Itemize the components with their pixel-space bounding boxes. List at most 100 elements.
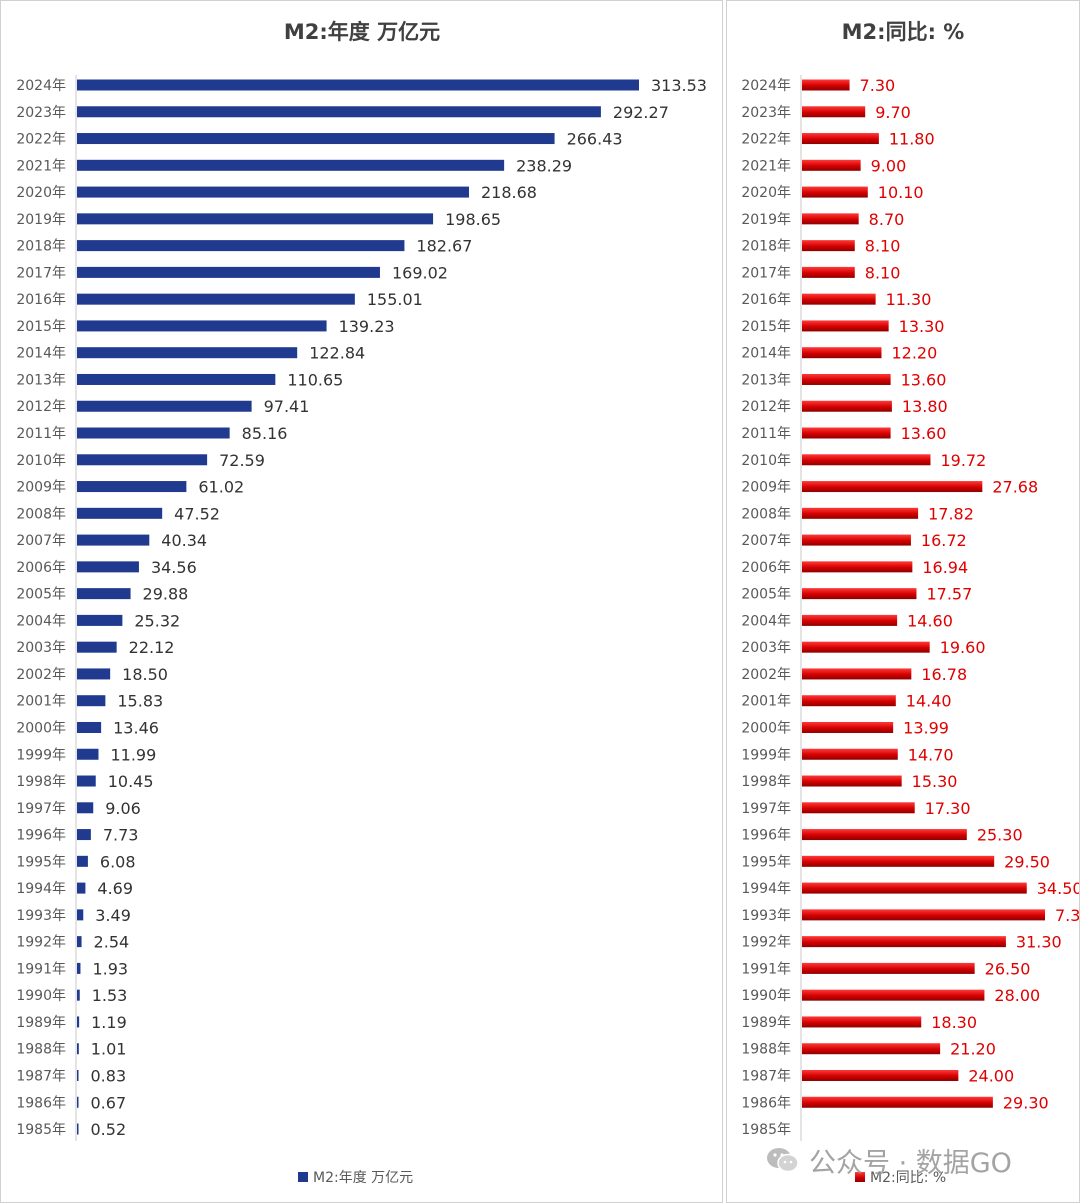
m2-level-bar bbox=[77, 133, 555, 145]
m2-level-tick-label: 1999年 bbox=[16, 747, 66, 763]
m2-level-tick-label: 1986年 bbox=[16, 1095, 66, 1111]
m2-level-data-label: 3.49 bbox=[95, 906, 131, 925]
m2-level-bar bbox=[77, 79, 639, 91]
m2-yoy-data-label: 9.00 bbox=[871, 156, 907, 175]
m2-level-data-label: 29.88 bbox=[143, 585, 189, 604]
m2-level-tick-label: 2008年 bbox=[16, 506, 66, 522]
m2-yoy-data-label: 27.68 bbox=[992, 478, 1038, 497]
m2-yoy-tick-label: 2013年 bbox=[741, 372, 791, 388]
m2-yoy-data-label: 14.60 bbox=[907, 611, 953, 630]
m2-yoy-bar-chart: M2:同比: % 2024年 7.30 2023年 9.70 2022年 11.80 2021… bbox=[741, 20, 1079, 1186]
m2-yoy-bar bbox=[802, 668, 912, 680]
m2-level-bar bbox=[77, 909, 84, 921]
m2-yoy-bar bbox=[802, 829, 967, 841]
m2-yoy-bar bbox=[802, 1016, 922, 1028]
m2-yoy-data-label: 28.00 bbox=[994, 986, 1040, 1005]
m2-level-bar bbox=[77, 775, 96, 787]
m2-level-tick-label: 2018年 bbox=[16, 239, 66, 255]
m2-level-tick-label: 1992年 bbox=[16, 935, 66, 951]
m2-yoy-tick-label: 1985年 bbox=[741, 1122, 791, 1138]
m2-yoy-bar bbox=[802, 588, 917, 600]
m2-yoy-data-label: 17.30 bbox=[925, 799, 971, 818]
m2-yoy-data-label: 15.30 bbox=[912, 772, 958, 791]
m2-level-bar bbox=[77, 748, 99, 760]
m2-yoy-tick-label: 1987年 bbox=[741, 1068, 791, 1084]
m2-yoy-data-label: 8.70 bbox=[869, 210, 905, 229]
m2-yoy-bar bbox=[802, 909, 1045, 921]
m2-level-tick-label: 1995年 bbox=[16, 854, 66, 870]
m2-yoy-tick-label: 2022年 bbox=[741, 132, 791, 148]
m2-yoy-tick-label: 2009年 bbox=[741, 480, 791, 496]
m2-yoy-bar bbox=[802, 695, 896, 707]
m2-level-bar bbox=[77, 588, 131, 600]
m2-level-bar bbox=[77, 1123, 79, 1135]
m2-yoy-data-label: 14.40 bbox=[906, 692, 952, 711]
m2-yoy-legend-label: M2:同比: % bbox=[870, 1170, 946, 1186]
m2-yoy-tick-label: 2002年 bbox=[741, 667, 791, 683]
m2-level-data-label: 139.23 bbox=[339, 317, 395, 336]
m2-yoy-data-label: 17.57 bbox=[926, 585, 972, 604]
m2-yoy-tick-label: 2004年 bbox=[741, 613, 791, 629]
m2-yoy-data-label: 12.20 bbox=[891, 344, 937, 363]
m2-level-data-label: 10.45 bbox=[108, 772, 154, 791]
m2-yoy-data-label: 29.50 bbox=[1004, 852, 1050, 871]
m2-yoy-tick-label: 2001年 bbox=[741, 694, 791, 710]
m2-level-tick-label: 2012年 bbox=[16, 399, 66, 415]
m2-level-tick-label: 1987年 bbox=[16, 1068, 66, 1084]
watermark: 公众号 · 数据GO bbox=[765, 1140, 1065, 1180]
m2-level-bar bbox=[77, 802, 94, 814]
m2-level-tick-label: 2010年 bbox=[16, 453, 66, 469]
m2-yoy-tick-label: 1990年 bbox=[741, 988, 791, 1004]
m2-level-bar bbox=[77, 320, 327, 332]
m2-yoy-data-label: 21.20 bbox=[950, 1040, 996, 1059]
m2-yoy-tick-label: 2023年 bbox=[741, 105, 791, 121]
m2-level-bar bbox=[77, 614, 123, 626]
m2-level-data-label: 11.99 bbox=[110, 745, 156, 764]
m2-level-tick-label: 2021年 bbox=[16, 158, 66, 174]
m2-yoy-bar bbox=[802, 721, 894, 733]
m2-yoy-tick-label: 2020年 bbox=[741, 185, 791, 201]
m2-yoy-tick-label: 2021年 bbox=[741, 158, 791, 174]
m2-yoy-tick-label: 2017年 bbox=[741, 265, 791, 281]
m2-level-tick-label: 1985年 bbox=[16, 1122, 66, 1138]
m2-level-bar bbox=[77, 1069, 79, 1081]
m2-yoy-bar bbox=[802, 855, 995, 867]
m2-yoy-legend-swatch bbox=[855, 1172, 865, 1182]
m2-level-tick-label: 2014年 bbox=[16, 346, 66, 362]
m2-level-tick-label: 2024年 bbox=[16, 78, 66, 94]
m2-level-tick-label: 2019年 bbox=[16, 212, 66, 228]
m2-level-data-label: 85.16 bbox=[242, 424, 288, 443]
m2-yoy-bar bbox=[802, 802, 915, 814]
m2-yoy-tick-label: 2019年 bbox=[741, 212, 791, 228]
m2-yoy-bar bbox=[802, 481, 983, 493]
m2-level-bar bbox=[77, 668, 111, 680]
m2-yoy-bar bbox=[802, 159, 861, 171]
m2-level-bar bbox=[77, 882, 86, 894]
m2-level-data-label: 198.65 bbox=[445, 210, 501, 229]
m2-level-legend-label: M2:年度 万亿元 bbox=[313, 1170, 413, 1186]
m2-level-tick-label: 1989年 bbox=[16, 1015, 66, 1031]
m2-level-bar bbox=[77, 855, 88, 867]
m2-yoy-bar bbox=[802, 79, 850, 91]
m2-yoy-bar bbox=[802, 561, 913, 573]
m2-yoy-data-label: 16.94 bbox=[922, 558, 968, 577]
m2-yoy-bar bbox=[802, 882, 1027, 894]
watermark-text: 公众号 · 数据GO bbox=[809, 1147, 1012, 1179]
m2-yoy-tick-label: 2011年 bbox=[741, 426, 791, 442]
m2-level-data-label: 9.06 bbox=[105, 799, 141, 818]
m2-yoy-bar bbox=[802, 507, 919, 519]
m2-level-data-label: 40.34 bbox=[161, 531, 207, 550]
m2-yoy-tick-label: 1989年 bbox=[741, 1015, 791, 1031]
m2-yoy-bar bbox=[802, 400, 892, 412]
m2-level-data-label: 218.68 bbox=[481, 183, 537, 202]
m2-level-tick-label: 1994年 bbox=[16, 881, 66, 897]
m2-level-bar bbox=[77, 561, 139, 573]
m2-yoy-data-label: 18.30 bbox=[931, 1013, 977, 1032]
m2-yoy-data-label: 16.72 bbox=[921, 531, 967, 550]
m2-level-tick-label: 1998年 bbox=[16, 774, 66, 790]
m2-level-bar bbox=[77, 1043, 79, 1055]
m2-yoy-data-label: 13.99 bbox=[903, 718, 949, 737]
m2-level-bar bbox=[77, 106, 601, 118]
m2-level-data-label: 2.54 bbox=[94, 933, 130, 952]
m2-yoy-data-label: 8.10 bbox=[865, 237, 901, 256]
